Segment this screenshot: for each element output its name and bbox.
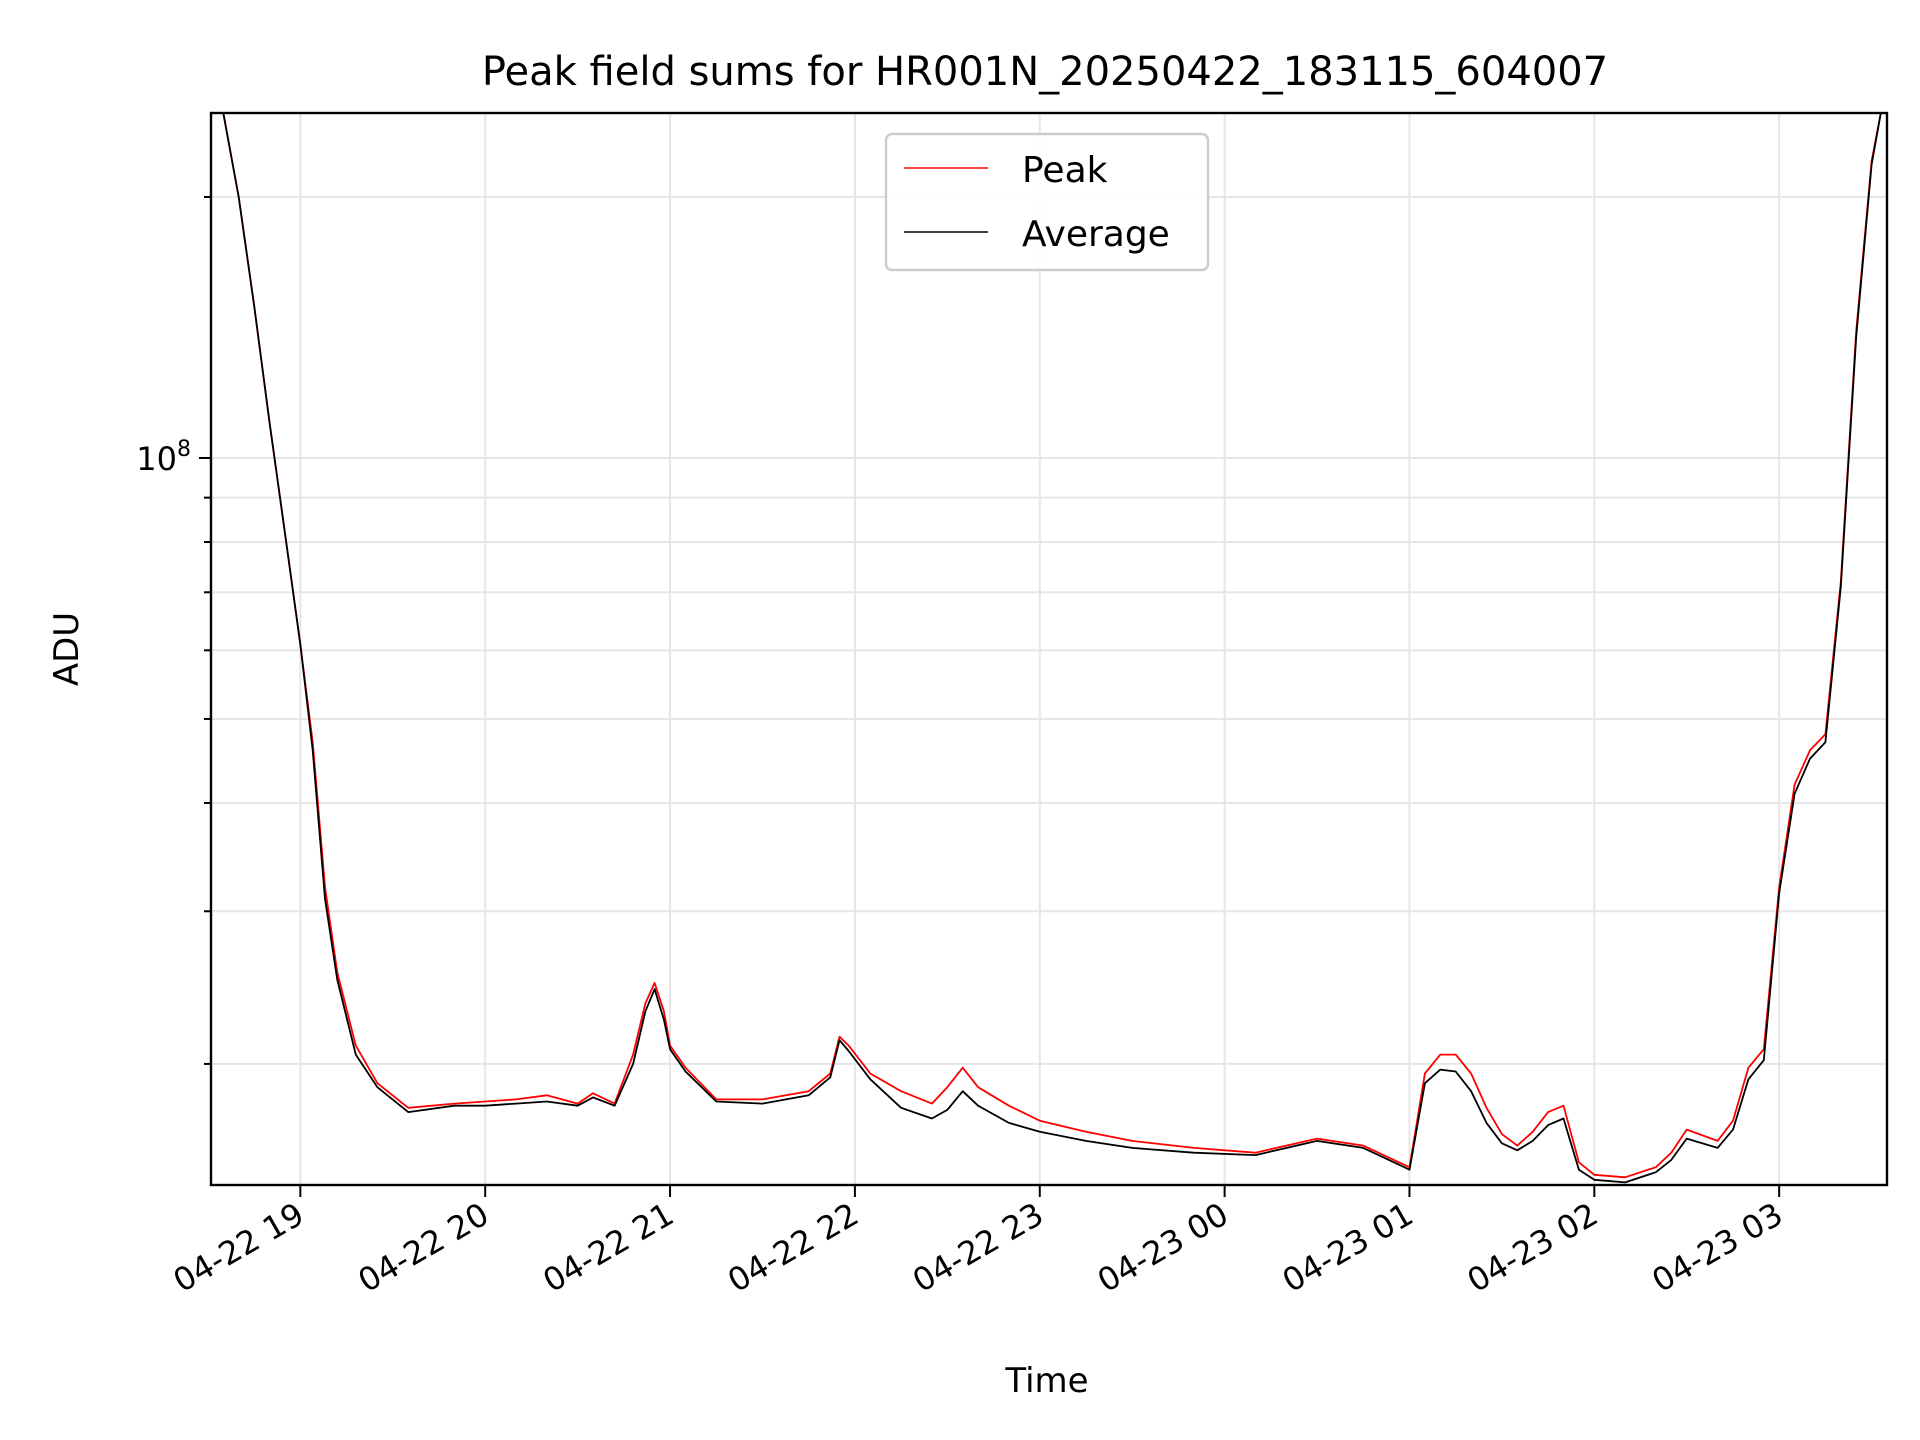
axes-frame [209,111,1889,1187]
chart-title: Peak field sums for HR001N_20250422_1831… [482,49,1608,95]
legend-peak-label: Peak [1022,150,1108,191]
y-axis-label: ADU [47,612,87,686]
y-axis-ticks: 108 [136,196,211,1065]
x-axis-label: Time [1004,1361,1088,1401]
y-tick-label: 108 [136,437,191,478]
legend: Peak Average [884,132,1210,272]
series-line-peak [222,112,1882,1179]
series-line-average [222,112,1882,1184]
legend-average-label: Average [1022,214,1170,255]
plot-area [222,112,1882,1184]
grid [211,113,1887,1185]
